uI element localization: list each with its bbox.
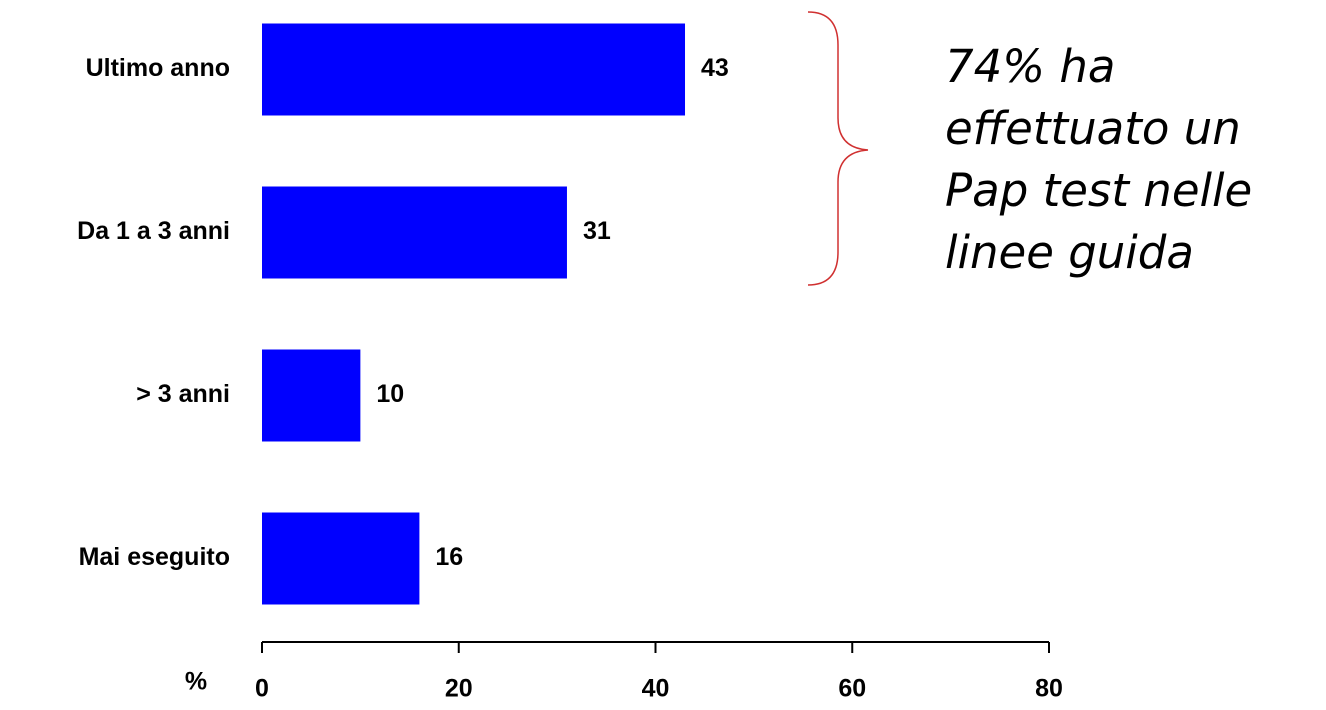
- x-tick-label: 60: [838, 675, 866, 703]
- brace: [807, 11, 869, 286]
- annotation: linee guida: [945, 226, 1194, 279]
- y-tick-label: Ultimo anno: [86, 54, 230, 82]
- x-tick-label: 20: [445, 675, 473, 703]
- bar: [262, 186, 567, 279]
- annotation: effettuato un: [945, 102, 1241, 155]
- y-tick-label: > 3 anni: [136, 380, 230, 408]
- x-tick-label: 80: [1035, 675, 1063, 703]
- value-label: 31: [583, 217, 611, 245]
- bar: [262, 512, 420, 605]
- y-tick-label: Mai eseguito: [79, 543, 230, 571]
- annotation: Pap test nelle: [945, 164, 1252, 217]
- bar: [262, 23, 686, 116]
- annotation: 74% ha: [945, 40, 1115, 93]
- x-tick-label: 40: [642, 675, 670, 703]
- y-tick-label: Da 1 a 3 anni: [77, 217, 230, 245]
- value-label: 43: [701, 54, 729, 82]
- x-axis-label: %: [185, 668, 207, 696]
- bar: [262, 349, 361, 442]
- value-label: 16: [435, 543, 463, 571]
- value-label: 10: [376, 380, 404, 408]
- x-tick-label: 0: [255, 675, 269, 703]
